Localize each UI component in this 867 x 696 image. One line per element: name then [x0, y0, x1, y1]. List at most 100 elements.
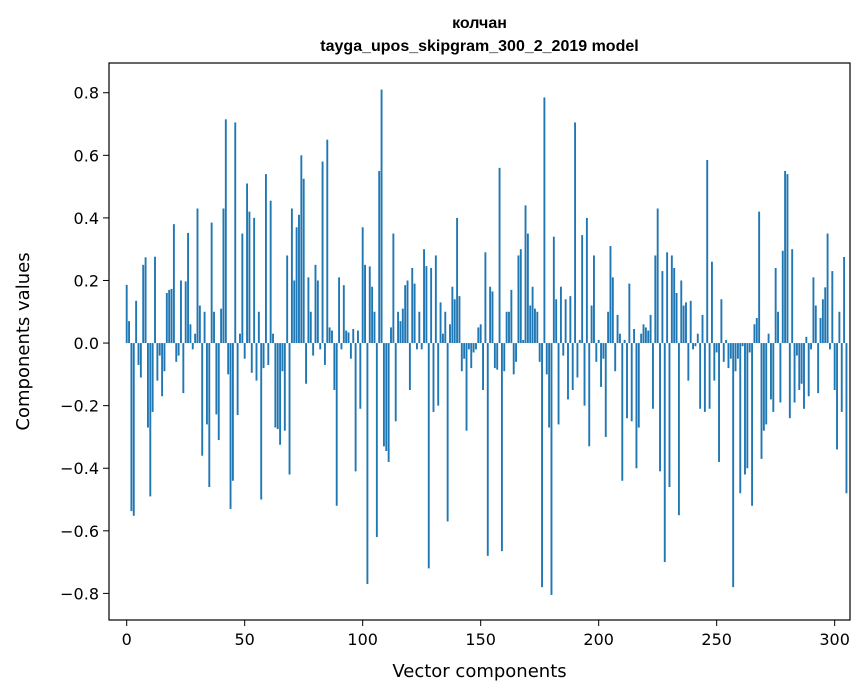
bar	[597, 339, 600, 344]
bar	[257, 311, 260, 344]
bar	[397, 311, 400, 344]
bar	[670, 255, 673, 344]
bar	[682, 305, 685, 344]
bar	[316, 280, 319, 344]
bar	[508, 311, 510, 344]
bar	[569, 296, 572, 344]
bar	[432, 343, 435, 412]
bar	[777, 311, 779, 344]
bar	[491, 291, 494, 344]
bar	[517, 255, 520, 344]
bar	[283, 343, 286, 431]
bar	[366, 343, 369, 585]
bar	[729, 343, 732, 359]
bar	[736, 343, 739, 359]
bar	[810, 343, 813, 350]
bar	[659, 343, 661, 472]
y-tick-label: −0.6	[60, 522, 99, 541]
bar	[621, 343, 624, 481]
bar	[593, 255, 595, 344]
bar	[161, 343, 164, 397]
bar	[137, 343, 140, 365]
bar	[184, 281, 187, 344]
bar	[224, 119, 227, 344]
bar	[798, 343, 801, 390]
bar	[583, 343, 586, 406]
bar	[392, 233, 395, 344]
bar	[626, 343, 628, 419]
bar	[694, 343, 697, 347]
bar	[423, 249, 425, 344]
bar	[413, 283, 416, 344]
bar	[262, 343, 265, 369]
x-tick-label: 0	[122, 630, 132, 649]
bar	[505, 311, 508, 344]
bar	[255, 343, 258, 381]
bar	[803, 343, 805, 409]
bar	[758, 211, 761, 344]
bar	[812, 277, 815, 344]
bar	[845, 343, 848, 494]
bar	[529, 305, 532, 344]
bar	[132, 343, 135, 516]
bar	[180, 280, 182, 344]
bar	[515, 343, 518, 362]
bar	[142, 264, 145, 344]
bar	[493, 343, 496, 369]
bar	[302, 178, 305, 344]
bar	[172, 224, 175, 344]
bar	[722, 343, 725, 362]
bar	[293, 280, 296, 344]
bar	[727, 343, 730, 369]
bar	[696, 333, 699, 344]
bar	[576, 343, 579, 378]
bar	[526, 233, 529, 344]
bar	[795, 343, 798, 356]
bar	[453, 299, 456, 344]
bar	[220, 308, 223, 344]
bar	[177, 343, 180, 356]
bar	[347, 332, 350, 344]
bar	[765, 343, 768, 425]
bar	[264, 174, 267, 344]
bar	[382, 343, 385, 447]
bar	[706, 160, 709, 344]
y-tick-label: 0.4	[74, 209, 99, 228]
bar	[602, 343, 605, 359]
bar	[734, 343, 737, 372]
bar	[439, 302, 442, 344]
bar	[805, 336, 808, 344]
bar	[222, 208, 225, 344]
bar	[357, 330, 359, 344]
bar	[467, 343, 470, 350]
bar	[298, 214, 300, 344]
bar	[130, 343, 133, 512]
bar	[562, 343, 565, 356]
bar	[139, 343, 142, 378]
bar	[371, 286, 374, 344]
bar	[489, 286, 492, 344]
chart-subtitle: tayga_upos_skipgram_300_2_2019 model	[320, 38, 638, 55]
bar	[217, 343, 220, 441]
bar	[300, 155, 303, 344]
x-tick-label: 150	[465, 630, 496, 649]
bar	[498, 167, 501, 344]
bar	[319, 343, 322, 350]
bar	[503, 343, 506, 372]
bar	[833, 343, 836, 390]
bar	[404, 285, 407, 344]
bar	[550, 343, 553, 595]
bar	[500, 343, 503, 552]
bar	[807, 343, 810, 397]
bar	[434, 255, 437, 344]
bar	[460, 343, 463, 372]
bar	[201, 343, 204, 456]
bar	[430, 267, 433, 344]
bar	[345, 330, 348, 344]
bar	[618, 333, 621, 344]
plot-frame	[108, 62, 851, 621]
chart-title: колчан	[452, 15, 507, 32]
bar	[786, 174, 789, 344]
bar	[744, 343, 746, 475]
